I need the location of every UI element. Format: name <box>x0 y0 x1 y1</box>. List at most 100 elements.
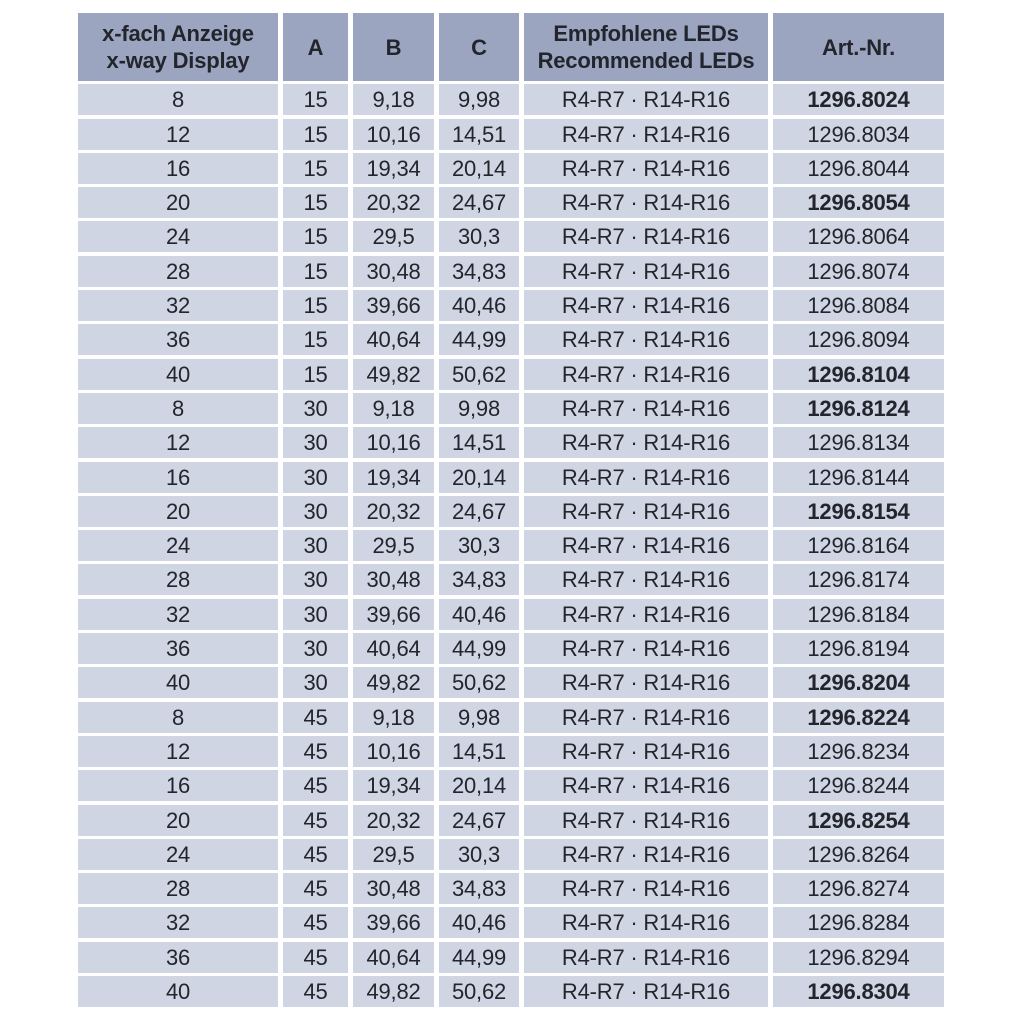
table-row: 16 15 19,34 20,14 R4-R7 · R14-R16 1296.8… <box>78 152 944 184</box>
cell-art-nr: 1296.8064 <box>773 221 944 253</box>
cell-b: 49,82 <box>353 667 434 699</box>
cell-recommended-leds: R4-R7 · R14-R16 <box>524 735 768 767</box>
cell-b: 40,64 <box>353 941 434 973</box>
table-row: 24 45 29,5 30,3 R4-R7 · R14-R16 1296.826… <box>78 838 944 870</box>
header-cell-c: C <box>439 13 519 81</box>
cell-recommended-leds: R4-R7 · R14-R16 <box>524 187 768 219</box>
cell-a: 15 <box>283 187 348 219</box>
cell-art-nr: 1296.8044 <box>773 152 944 184</box>
cell-c: 40,46 <box>439 598 519 630</box>
cell-recommended-leds: R4-R7 · R14-R16 <box>524 324 768 356</box>
cell-recommended-leds: R4-R7 · R14-R16 <box>524 941 768 973</box>
cell-a: 45 <box>283 770 348 802</box>
table-row: 28 15 30,48 34,83 R4-R7 · R14-R16 1296.8… <box>78 255 944 287</box>
cell-a: 30 <box>283 427 348 459</box>
cell-c: 50,62 <box>439 358 519 390</box>
cell-art-nr: 1296.8074 <box>773 255 944 287</box>
table-row: 32 30 39,66 40,46 R4-R7 · R14-R16 1296.8… <box>78 598 944 630</box>
cell-x-way-display: 8 <box>78 392 278 424</box>
cell-art-nr: 1296.8124 <box>773 392 944 424</box>
cell-recommended-leds: R4-R7 · R14-R16 <box>524 838 768 870</box>
cell-b: 40,64 <box>353 633 434 665</box>
cell-a: 30 <box>283 667 348 699</box>
cell-x-way-display: 24 <box>78 221 278 253</box>
cell-art-nr: 1296.8294 <box>773 941 944 973</box>
cell-art-nr: 1296.8224 <box>773 701 944 733</box>
cell-art-nr: 1296.8244 <box>773 770 944 802</box>
cell-recommended-leds: R4-R7 · R14-R16 <box>524 667 768 699</box>
cell-art-nr: 1296.8174 <box>773 564 944 596</box>
cell-recommended-leds: R4-R7 · R14-R16 <box>524 701 768 733</box>
header-display-line2: x-way Display <box>106 48 250 73</box>
cell-art-nr: 1296.8264 <box>773 838 944 870</box>
cell-c: 44,99 <box>439 324 519 356</box>
cell-a: 30 <box>283 495 348 527</box>
cell-x-way-display: 12 <box>78 735 278 767</box>
header-cell-leds: Empfohlene LEDs Recommended LEDs <box>524 13 768 81</box>
cell-recommended-leds: R4-R7 · R14-R16 <box>524 873 768 905</box>
cell-c: 9,98 <box>439 392 519 424</box>
cell-a: 30 <box>283 633 348 665</box>
cell-b: 39,66 <box>353 907 434 939</box>
cell-c: 30,3 <box>439 530 519 562</box>
cell-c: 24,67 <box>439 495 519 527</box>
cell-c: 20,14 <box>439 152 519 184</box>
cell-c: 24,67 <box>439 187 519 219</box>
cell-x-way-display: 28 <box>78 873 278 905</box>
cell-c: 34,83 <box>439 255 519 287</box>
table-row: 36 45 40,64 44,99 R4-R7 · R14-R16 1296.8… <box>78 941 944 973</box>
cell-a: 45 <box>283 941 348 973</box>
cell-x-way-display: 8 <box>78 84 278 116</box>
cell-x-way-display: 16 <box>78 152 278 184</box>
header-cell-b: B <box>353 13 434 81</box>
cell-a: 45 <box>283 873 348 905</box>
cell-recommended-leds: R4-R7 · R14-R16 <box>524 152 768 184</box>
cell-a: 30 <box>283 598 348 630</box>
cell-x-way-display: 28 <box>78 255 278 287</box>
cell-recommended-leds: R4-R7 · R14-R16 <box>524 976 768 1008</box>
cell-b: 10,16 <box>353 118 434 150</box>
cell-c: 9,98 <box>439 701 519 733</box>
cell-a: 15 <box>283 324 348 356</box>
cell-a: 15 <box>283 118 348 150</box>
cell-x-way-display: 24 <box>78 530 278 562</box>
cell-a: 15 <box>283 152 348 184</box>
cell-b: 9,18 <box>353 701 434 733</box>
table-row: 20 15 20,32 24,67 R4-R7 · R14-R16 1296.8… <box>78 187 944 219</box>
table-row: 8 30 9,18 9,98 R4-R7 · R14-R16 1296.8124 <box>78 392 944 424</box>
cell-recommended-leds: R4-R7 · R14-R16 <box>524 804 768 836</box>
cell-b: 29,5 <box>353 838 434 870</box>
header-leds-line2: Recommended LEDs <box>537 48 755 73</box>
product-table: x-fach Anzeige x-way Display A B C Empfo… <box>78 13 944 1008</box>
cell-b: 30,48 <box>353 873 434 905</box>
cell-art-nr: 1296.8084 <box>773 290 944 322</box>
cell-c: 24,67 <box>439 804 519 836</box>
cell-art-nr: 1296.8134 <box>773 427 944 459</box>
header-leds-line1: Empfohlene LEDs <box>553 21 739 46</box>
cell-x-way-display: 36 <box>78 324 278 356</box>
cell-b: 39,66 <box>353 598 434 630</box>
cell-recommended-leds: R4-R7 · R14-R16 <box>524 461 768 493</box>
cell-c: 44,99 <box>439 941 519 973</box>
cell-b: 29,5 <box>353 530 434 562</box>
table-row: 24 15 29,5 30,3 R4-R7 · R14-R16 1296.806… <box>78 221 944 253</box>
table-row: 40 30 49,82 50,62 R4-R7 · R14-R16 1296.8… <box>78 667 944 699</box>
cell-x-way-display: 20 <box>78 804 278 836</box>
page: x-fach Anzeige x-way Display A B C Empfo… <box>78 13 944 1008</box>
cell-art-nr: 1296.8024 <box>773 84 944 116</box>
cell-recommended-leds: R4-R7 · R14-R16 <box>524 633 768 665</box>
cell-a: 45 <box>283 735 348 767</box>
cell-a: 15 <box>283 221 348 253</box>
cell-c: 34,83 <box>439 873 519 905</box>
cell-b: 19,34 <box>353 152 434 184</box>
cell-c: 34,83 <box>439 564 519 596</box>
cell-b: 30,48 <box>353 564 434 596</box>
cell-a: 45 <box>283 701 348 733</box>
cell-recommended-leds: R4-R7 · R14-R16 <box>524 392 768 424</box>
cell-art-nr: 1296.8144 <box>773 461 944 493</box>
table-row: 16 30 19,34 20,14 R4-R7 · R14-R16 1296.8… <box>78 461 944 493</box>
cell-art-nr: 1296.8154 <box>773 495 944 527</box>
cell-a: 30 <box>283 530 348 562</box>
cell-art-nr: 1296.8094 <box>773 324 944 356</box>
cell-b: 10,16 <box>353 735 434 767</box>
